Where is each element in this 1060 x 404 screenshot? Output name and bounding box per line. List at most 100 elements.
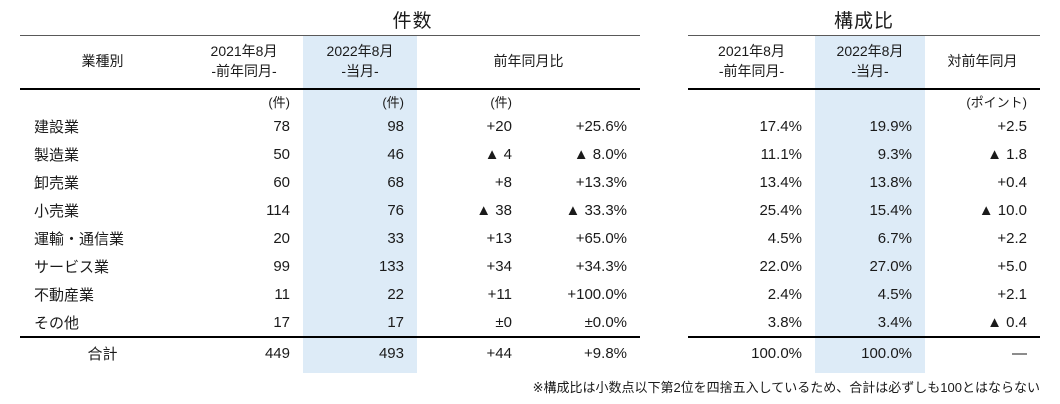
cell-2022: 17: [303, 308, 417, 337]
table-row: 25.4% 15.4% ▲ 10.0: [688, 196, 1040, 224]
table-row: サービス業 99 133 +34 +34.3%: [20, 252, 640, 280]
cell-diff-pct: +34.3%: [575, 257, 627, 275]
header-line2: -前年同月-: [211, 63, 277, 79]
cell-share-2022: 19.9%: [815, 112, 925, 140]
cell-diff-pct: +9.8%: [525, 336, 640, 369]
counts-table-title: 件数: [392, 11, 433, 32]
cell-diff: +11: [487, 285, 512, 303]
header-line2: -前年同月-: [718, 63, 785, 79]
unit-label: (件): [490, 94, 512, 110]
cell-2021: 78: [273, 117, 290, 135]
table-row: 3.8% 3.4% ▲ 0.4: [688, 308, 1040, 337]
total-row: 合計 449 493 +44 +9.8%: [20, 336, 640, 369]
cell-share-2022: 15.4%: [815, 196, 925, 224]
total-row: 100.0% 100.0% —: [688, 336, 1040, 369]
col-header-industry: 業種別: [20, 35, 185, 90]
table-row: 4.5% 6.7% +2.2: [688, 224, 1040, 252]
table-row: その他 17 17 ±0 ±0.0%: [20, 308, 640, 337]
col-header-2021: 2021年8月 -前年同月-: [688, 35, 815, 90]
cell-points: ▲ 10.0: [978, 201, 1027, 219]
cell-blank: [688, 89, 815, 112]
header-line1: 2021年8月: [718, 43, 785, 60]
cell-share-2021: 2.4%: [767, 285, 802, 303]
cell-diff-pct: +25.6%: [575, 117, 627, 135]
cell-share-2021: 17.4%: [759, 117, 802, 135]
cell-2021: 60: [273, 173, 290, 191]
cell-diff: ±0: [495, 313, 512, 331]
cell-diff: ▲ 38: [476, 201, 512, 219]
col-header-2021: 2021年8月 -前年同月-: [185, 35, 303, 90]
cell-2022: 68: [303, 168, 417, 196]
col-header-2022: 2022年8月 -当月-: [303, 35, 417, 90]
cell-blank: [20, 89, 185, 112]
cell-points: ▲ 1.8: [987, 145, 1027, 163]
table-row: 卸売業 60 68 +8 +13.3%: [20, 168, 640, 196]
composition-table: 2021年8月 -前年同月- 2022年8月 -当月- 対前年同月 (ポイント) 1…: [688, 35, 1040, 373]
cell-2022: 22: [303, 280, 417, 308]
cell-share-2021: 3.8%: [767, 313, 802, 331]
header-line1: 2021年8月: [210, 43, 278, 60]
cell-industry: 製造業: [34, 146, 80, 164]
cell-share-2021: 100.0%: [688, 336, 815, 369]
cell-total-label: 合計: [20, 336, 185, 369]
cell-2021: 50: [273, 145, 290, 163]
cell-2022: 76: [303, 196, 417, 224]
unit-label: (件): [303, 89, 417, 112]
header-line2: -当月-: [341, 63, 379, 79]
header-line2: -当月-: [851, 63, 889, 79]
cell-share-2021: 13.4%: [759, 173, 802, 191]
cell-points: —: [925, 336, 1040, 369]
cell-industry: サービス業: [34, 258, 110, 276]
table-row: 13.4% 13.8% +0.4: [688, 168, 1040, 196]
table-row: 製造業 50 46 ▲ 4 ▲ 8.0%: [20, 140, 640, 168]
counts-unit-row: (件) (件) (件): [20, 89, 640, 112]
cell-diff-pct: +65.0%: [575, 229, 627, 247]
cell-diff: ▲ 4: [484, 145, 512, 163]
cell-2022: 46: [303, 140, 417, 168]
cell-2022: 98: [303, 112, 417, 140]
cell-share-2021: 25.4%: [759, 201, 802, 219]
table-row: 建設業 78 98 +20 +25.6%: [20, 112, 640, 140]
cell-diff: +20: [486, 117, 512, 135]
composition-table-title: 構成比: [833, 11, 894, 32]
col-header-yoy: 前年同月比: [417, 35, 640, 90]
cell-points: +0.4: [997, 173, 1027, 191]
table-row: 不動産業 11 22 +11 +100.0%: [20, 280, 640, 308]
highlight-spacer-row: [20, 369, 640, 373]
table-row: 22.0% 27.0% +5.0: [688, 252, 1040, 280]
cell-diff-pct: ±0.0%: [584, 313, 627, 331]
cell-share-2022: 3.4%: [815, 308, 925, 337]
cell-diff: +8: [494, 173, 512, 191]
counts-header-row: 業種別 2021年8月 -前年同月- 2022年8月 -当月- 前年同月比: [20, 35, 640, 90]
cell-share-2021: 4.5%: [767, 229, 802, 247]
cell-share-2021: 22.0%: [759, 257, 802, 275]
cell-2021: 114: [266, 201, 290, 219]
cell-share-2022: 100.0%: [815, 336, 925, 369]
unit-label: (件): [268, 94, 290, 110]
cell-2021: 17: [273, 313, 290, 331]
footnote: ※構成比は小数点以下第2位を四捨五入しているため、合計は必ずしも100とはならな…: [532, 380, 1040, 395]
cell-share-2022: 6.7%: [815, 224, 925, 252]
counts-table: 業種別 2021年8月 -前年同月- 2022年8月 -当月- 前年同月比 (件) …: [20, 35, 640, 373]
cell-blank: [525, 89, 640, 112]
cell-2021: 11: [274, 285, 290, 303]
cell-share-2022: 13.8%: [815, 168, 925, 196]
cell-2021: 99: [273, 257, 290, 275]
cell-industry: 小売業: [34, 202, 80, 220]
unit-label: (ポイント): [966, 94, 1027, 110]
table-row: 小売業 114 76 ▲ 38 ▲ 33.3%: [20, 196, 640, 224]
cell-share-2022: 4.5%: [815, 280, 925, 308]
col-header-vs-prev-year: 対前年同月: [925, 35, 1040, 90]
table-row: 11.1% 9.3% ▲ 1.8: [688, 140, 1040, 168]
cell-industry: 卸売業: [34, 174, 80, 192]
col-header-2022: 2022年8月 -当月-: [815, 35, 925, 90]
table-row: 17.4% 19.9% +2.5: [688, 112, 1040, 140]
cell-industry: 建設業: [34, 118, 80, 136]
cell-2021: 20: [273, 229, 290, 247]
counts-table-section: 件数 業種別 2021年8月 -前年同月- 2022年8月 -当月- 前年同月比 (…: [20, 9, 640, 373]
cell-points: ▲ 0.4: [987, 313, 1027, 331]
composition-table-section: 構成比 2021年8月 -前年同月- 2022年8月 -当月- 対前年同月 (ポイン…: [688, 9, 1040, 373]
header-line1: 2022年8月: [326, 43, 394, 60]
cell-diff: +13: [486, 229, 512, 247]
cell-points: +5.0: [997, 257, 1027, 275]
